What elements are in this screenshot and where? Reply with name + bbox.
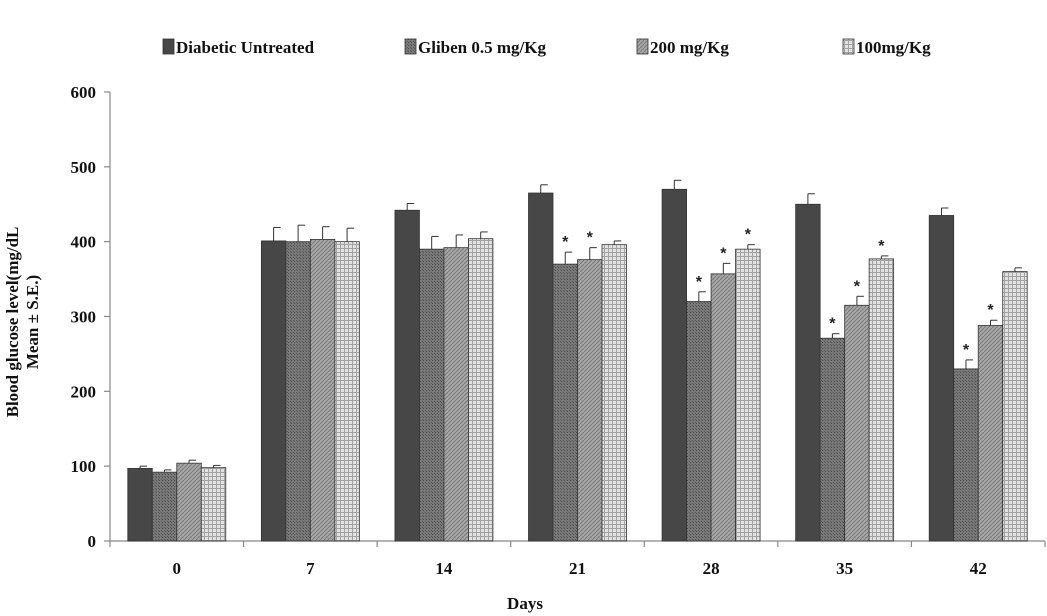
significance-marker: * — [587, 230, 594, 247]
significance-marker: * — [878, 238, 885, 255]
x-axis-title: Days — [507, 594, 543, 613]
x-tick-label: 7 — [306, 559, 315, 578]
bar — [151, 471, 178, 542]
bar — [868, 258, 895, 542]
significance-marker: * — [854, 278, 861, 295]
y-tick-label: 100 — [71, 457, 97, 476]
significance-marker: * — [963, 342, 970, 359]
y-tick-label: 200 — [71, 382, 97, 401]
bars-layer: * * * * * * * * * * — [127, 179, 1028, 542]
bar — [127, 468, 153, 542]
bar — [795, 203, 821, 542]
y-tick-label: 500 — [71, 158, 97, 177]
y-tick-label: 400 — [71, 233, 97, 252]
x-tick-label: 42 — [970, 559, 987, 578]
legend-swatch — [404, 38, 417, 55]
legend-swatch — [636, 38, 649, 55]
bar — [419, 248, 445, 542]
legend-swatch — [162, 38, 175, 55]
bar — [601, 244, 627, 542]
bar — [334, 241, 360, 542]
legend-label: Gliben 0.5 mg/Kg — [418, 38, 546, 57]
bar — [468, 238, 494, 542]
bar — [977, 325, 1004, 542]
y-tick-label: 600 — [71, 83, 97, 102]
bar — [309, 239, 336, 542]
legend-label: 100mg/Kg — [856, 38, 931, 57]
bar — [443, 247, 469, 542]
x-tick-label: 14 — [435, 559, 453, 578]
legend-label: Diabetic Untreated — [176, 38, 315, 57]
significance-marker: * — [987, 302, 994, 319]
y-axis: 0 100 200 300 400 500 600 — [71, 83, 111, 551]
bar — [552, 263, 578, 542]
legend-swatch — [842, 38, 855, 55]
y-axis-title-line-1: Blood glucose level(mg/dL — [3, 227, 22, 418]
bar — [735, 248, 761, 542]
bar — [928, 215, 955, 542]
x-tick-label: 35 — [836, 559, 853, 578]
x-tick-label: 28 — [703, 559, 720, 578]
bar — [953, 368, 979, 542]
bar — [285, 241, 311, 542]
bar — [686, 301, 712, 542]
bar — [176, 462, 202, 542]
significance-marker: * — [745, 227, 752, 244]
bar — [844, 304, 870, 542]
legend-label: 200 mg/Kg — [650, 38, 729, 57]
significance-marker: * — [696, 274, 703, 291]
bar — [710, 273, 736, 542]
bar — [661, 188, 687, 542]
significance-marker: * — [829, 316, 836, 333]
y-tick-label: 300 — [71, 308, 97, 327]
bar — [819, 337, 846, 542]
bar — [394, 209, 420, 542]
significance-marker: * — [562, 234, 569, 251]
x-tick-label: 0 — [173, 559, 182, 578]
bar — [200, 467, 227, 542]
bar — [577, 259, 603, 542]
legend: Diabetic Untreated Gliben 0.5 mg/Kg 200 mg… — [162, 38, 931, 57]
x-tick-label: 21 — [569, 559, 586, 578]
y-tick-label: 0 — [88, 532, 97, 551]
bar — [260, 240, 287, 542]
bar — [528, 192, 554, 542]
x-axis: 0 7 14 21 28 35 42 — [109, 540, 1046, 578]
significance-marker: * — [720, 245, 727, 262]
y-axis-title-line-2: Mean ± S.E.) — [23, 275, 42, 369]
bar — [1002, 271, 1028, 542]
